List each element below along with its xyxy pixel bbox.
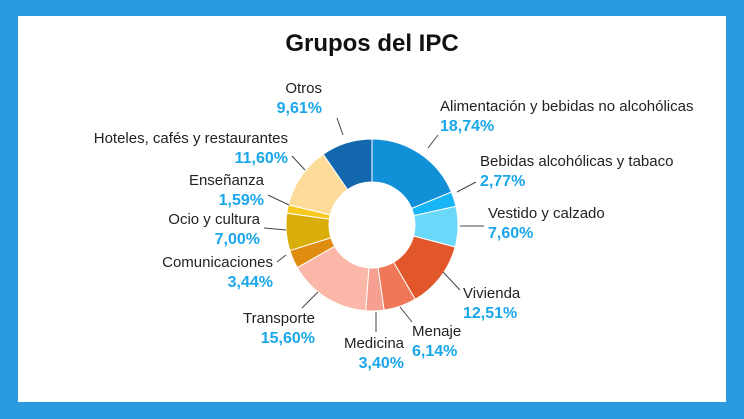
value-label-menaje: 6,14% (412, 343, 457, 360)
leader-line-menaje (399, 306, 413, 323)
value-label-vestido-y-calzado: 7,60% (488, 225, 533, 242)
leader-line-transporte (301, 291, 319, 309)
value-label-ensenanza: 1,59% (219, 192, 264, 209)
value-label-hoteles-cafes-y-restaurantes: 11,60% (235, 150, 288, 167)
label-menaje: Menaje (412, 323, 461, 340)
value-label-vivienda: 12,51% (463, 305, 517, 322)
label-otros: Otros (285, 80, 322, 97)
value-label-medicina: 3,40% (359, 355, 404, 372)
leader-line-ensenanza (267, 194, 290, 206)
leader-line-bebidas-alcoholicas-y-tabaco (456, 181, 477, 193)
label-comunicaciones: Comunicaciones (162, 254, 273, 271)
label-bebidas-alcoholicas-y-tabaco: Bebidas alcohólicas y tabaco (480, 153, 673, 170)
value-label-alimentacion-y-bebidas-no-alcoholicas: 18,74% (440, 118, 494, 135)
value-label-transporte: 15,60% (261, 330, 315, 347)
chart-title: Grupos del IPC (285, 30, 459, 57)
label-transporte: Transporte (243, 310, 315, 327)
leader-line-alimentacion-y-bebidas-no-alcoholicas (427, 134, 439, 149)
label-ensenanza: Enseñanza (189, 172, 265, 189)
leader-line-otros (336, 117, 344, 136)
value-label-bebidas-alcoholicas-y-tabaco: 2,77% (480, 173, 525, 190)
label-vivienda: Vivienda (463, 285, 521, 302)
leader-line-ocio-y-cultura (263, 227, 287, 231)
chart-card (18, 16, 726, 402)
leader-line-hoteles-cafes-y-restaurantes (291, 155, 306, 171)
leader-line-comunicaciones (276, 254, 287, 263)
value-label-comunicaciones: 3,44% (228, 274, 273, 291)
label-hoteles-cafes-y-restaurantes: Hoteles, cafés y restaurantes (94, 130, 288, 147)
slice-otros (322, 138, 373, 191)
label-vestido-y-calzado: Vestido y calzado (488, 205, 605, 222)
leader-line-vivienda (442, 271, 461, 291)
label-ocio-y-cultura: Ocio y cultura (168, 211, 260, 228)
label-medicina: Medicina (344, 335, 405, 352)
value-label-ocio-y-cultura: 7,00% (215, 231, 260, 248)
value-label-otros: 9,61% (277, 100, 322, 117)
label-alimentacion-y-bebidas-no-alcoholicas: Alimentación y bebidas no alcohólicas (440, 98, 693, 115)
